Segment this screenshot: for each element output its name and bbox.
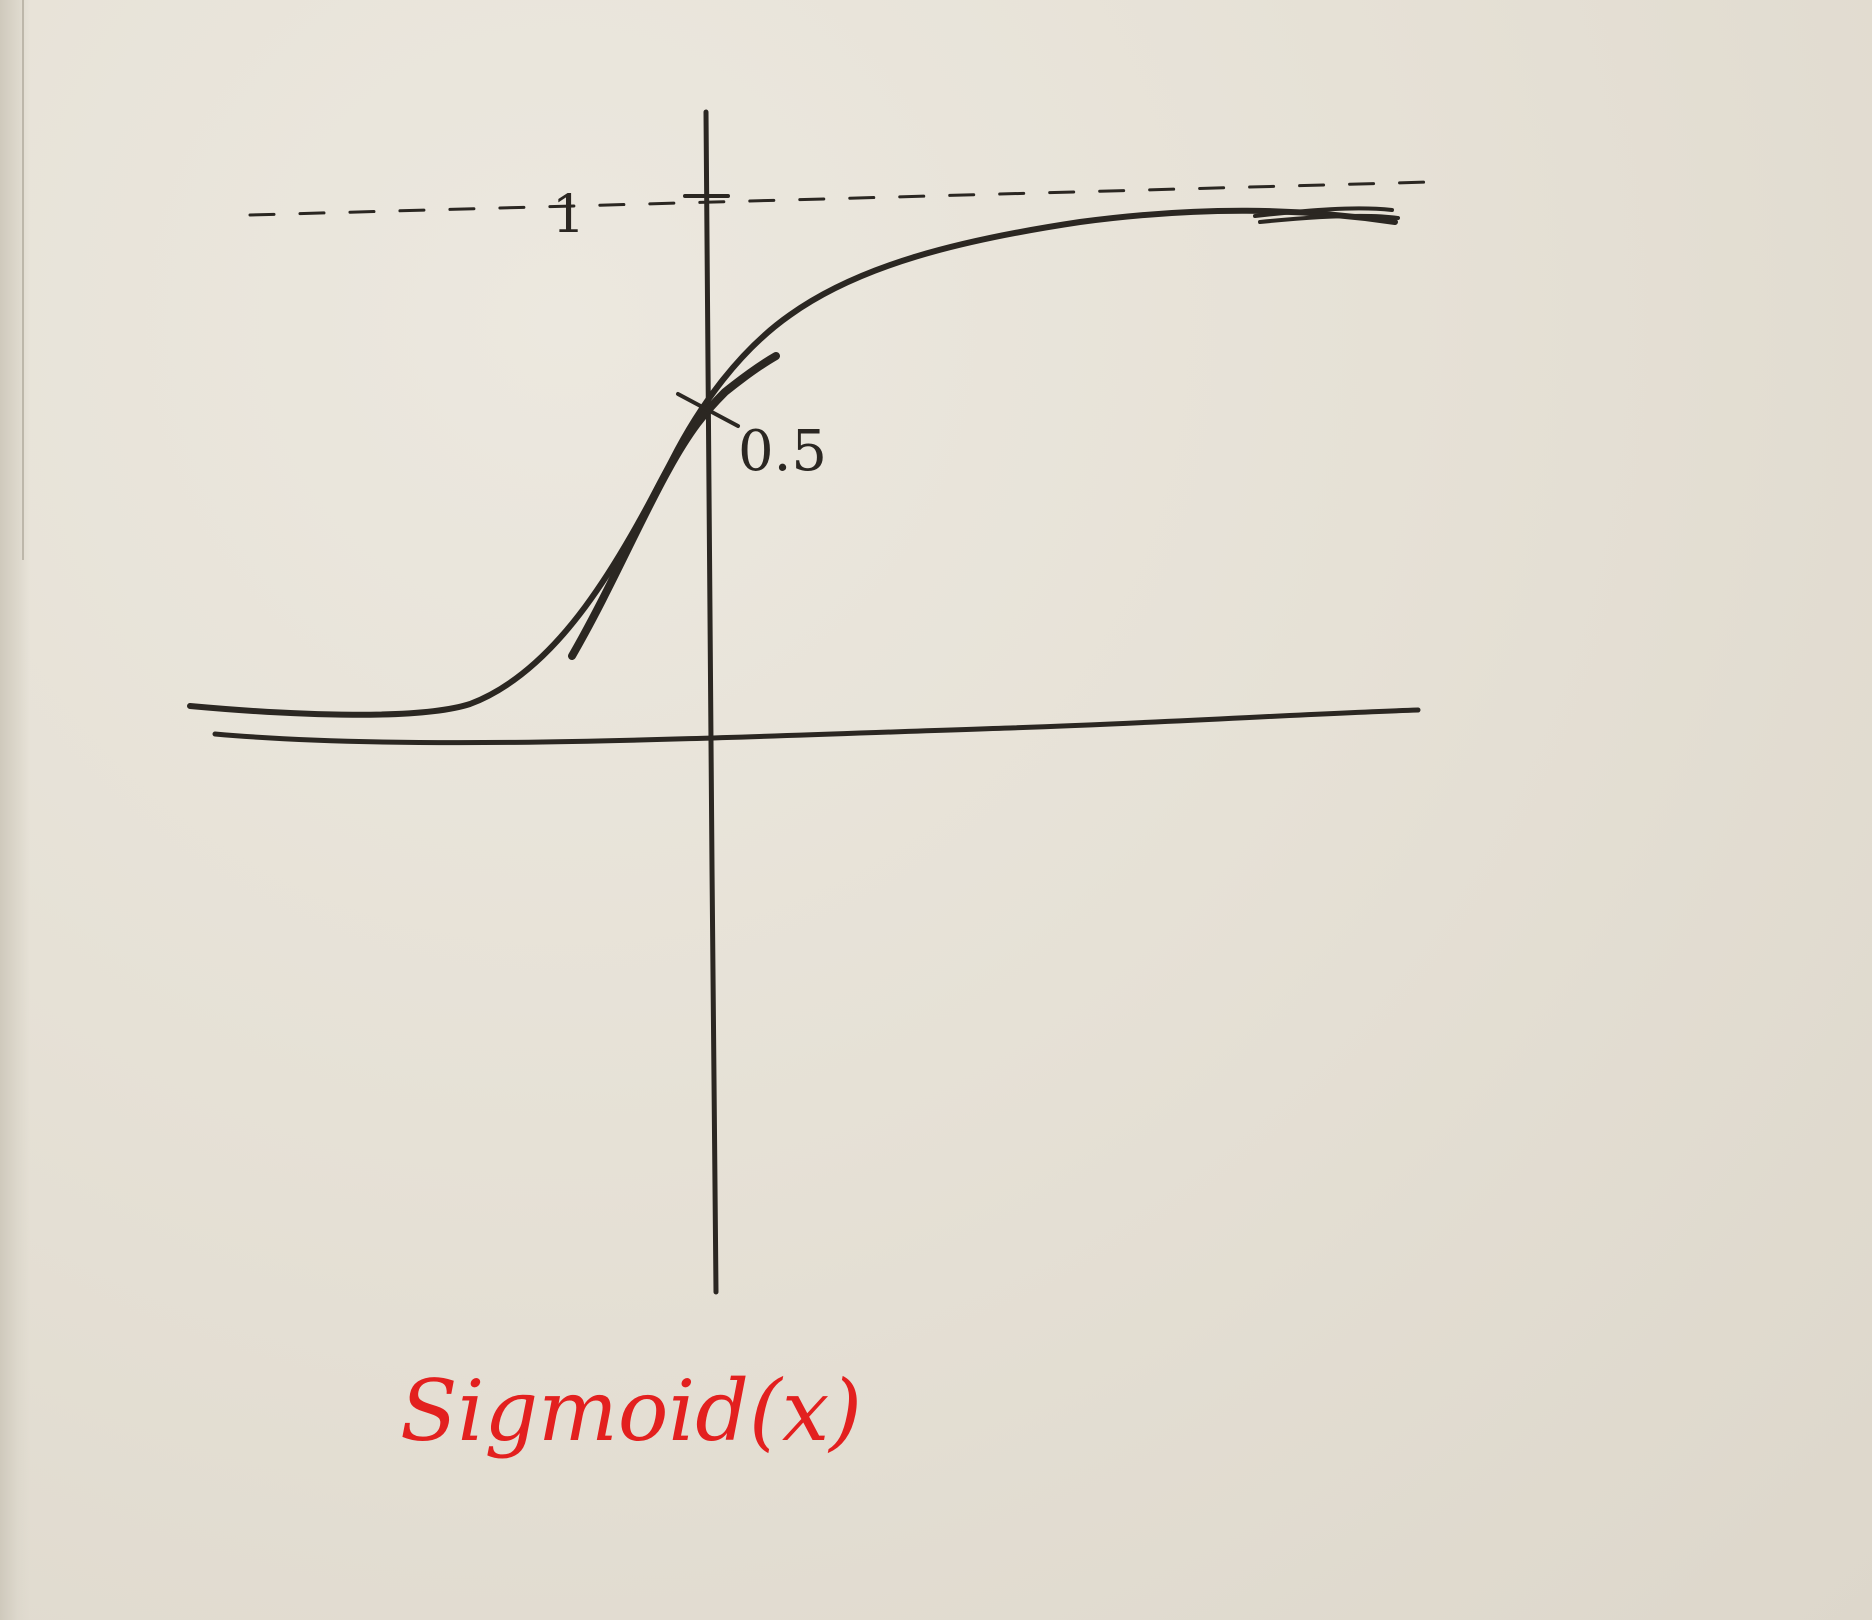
label-one: 1 bbox=[552, 185, 585, 245]
x-axis bbox=[212, 707, 1421, 746]
y-axis bbox=[703, 109, 719, 1295]
caption-sigmoid: Sigmoid(x) bbox=[400, 1362, 862, 1460]
sigmoid-curve bbox=[187, 207, 1398, 718]
paper-edge-shadow bbox=[0, 0, 30, 1620]
half-point-marker bbox=[676, 392, 740, 428]
sigmoid-curve-retrace bbox=[568, 352, 780, 660]
label-half: 0.5 bbox=[738, 419, 827, 484]
sigmoid-curve-end-strokes bbox=[1253, 206, 1400, 224]
paper-edge-line bbox=[22, 0, 24, 560]
